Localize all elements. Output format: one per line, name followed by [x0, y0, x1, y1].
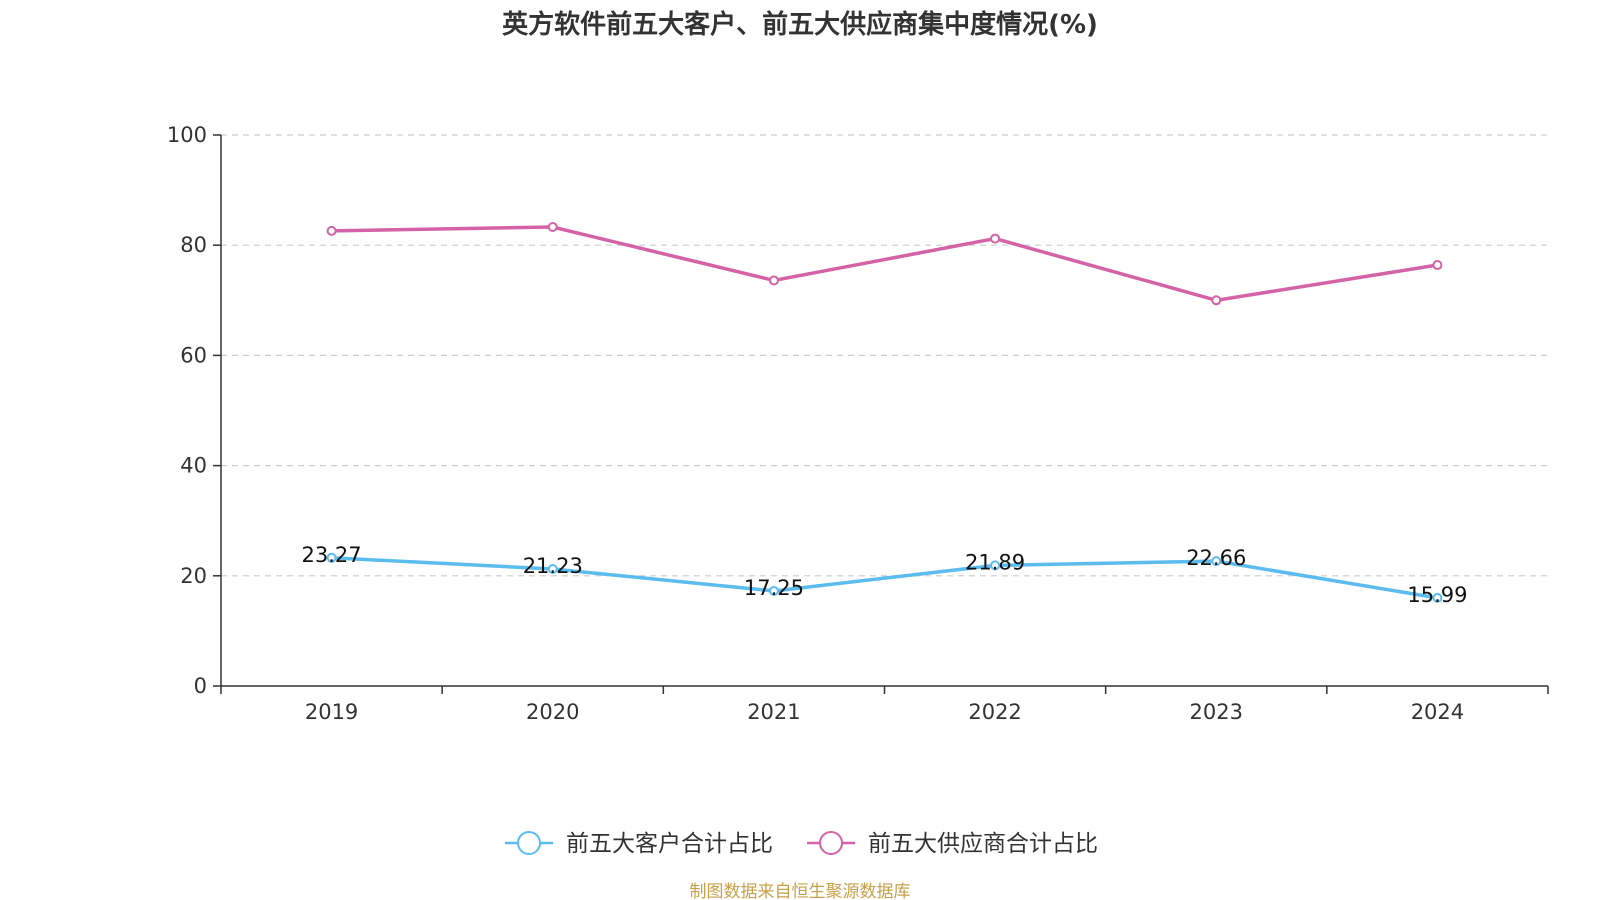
x-tick-label-2019: 2019 [305, 700, 358, 724]
series-0-point-2023[interactable] [1211, 556, 1222, 567]
x-tick-label-2021: 2021 [747, 700, 800, 724]
series-1-point-2020[interactable] [547, 222, 558, 233]
legend-swatch-marker [819, 831, 843, 855]
legend-item-0[interactable]: 前五大客户合计占比 [505, 831, 773, 857]
chart-title: 英方软件前五大客户、前五大供应商集中度情况(%) [502, 9, 1098, 40]
y-tick-label: 40 [180, 454, 207, 478]
y-tick-label: 20 [180, 564, 207, 588]
series-0-point-2021[interactable] [768, 585, 779, 596]
series-0-point-2019[interactable] [326, 552, 337, 563]
source-note: 制图数据来自恒生聚源数据库 [690, 882, 911, 900]
data-labels: 23.27 21.23 17.25 21.89 22.66 15.99 [302, 543, 1468, 607]
legend-item-1[interactable]: 前五大供应商合计占比 [807, 831, 1098, 857]
series-layer [326, 222, 1443, 603]
series-1-point-2023[interactable] [1211, 295, 1222, 306]
series-1-point-2024[interactable] [1432, 260, 1443, 271]
legend-label: 前五大供应商合计占比 [868, 831, 1098, 857]
legend[interactable]: 前五大客户合计占比 前五大供应商合计占比 [505, 831, 1098, 857]
x-tick-label-2022: 2022 [968, 700, 1021, 724]
x-tick-label-2020: 2020 [526, 700, 579, 724]
series-1-point-2022[interactable] [990, 233, 1001, 244]
series-1-point-2021[interactable] [768, 275, 779, 286]
data-label-2020: 21.23 [523, 554, 583, 578]
series-0-point-2022[interactable] [990, 560, 1001, 571]
gridlines [221, 134, 1548, 577]
series-1-point-2019[interactable] [326, 225, 337, 236]
x-tick-label-2023: 2023 [1190, 700, 1243, 724]
data-label-2024: 15.99 [1407, 583, 1467, 607]
y-tick-label: 100 [167, 123, 207, 147]
legend-swatch-marker [517, 831, 541, 855]
legend-label: 前五大客户合计占比 [566, 831, 773, 857]
data-label-2022: 21.89 [965, 550, 1025, 574]
y-tick-label: 60 [180, 343, 207, 367]
axes: 0 20 40 60 80 100 2019 2020 2021 2022 2023 2024 [167, 123, 1549, 724]
series-0-point-2020[interactable] [547, 564, 558, 575]
x-tick-label-2024: 2024 [1411, 700, 1464, 724]
series-line-0 [331, 556, 1438, 600]
data-label-2019: 23.27 [302, 543, 362, 567]
data-label-2023: 22.66 [1186, 546, 1246, 570]
y-tick-label: 0 [194, 674, 207, 698]
series-0-point-2024[interactable] [1432, 592, 1443, 603]
y-tick-label: 80 [180, 233, 207, 257]
data-label-2021: 17.25 [744, 576, 804, 600]
series-line-1 [331, 225, 1438, 303]
